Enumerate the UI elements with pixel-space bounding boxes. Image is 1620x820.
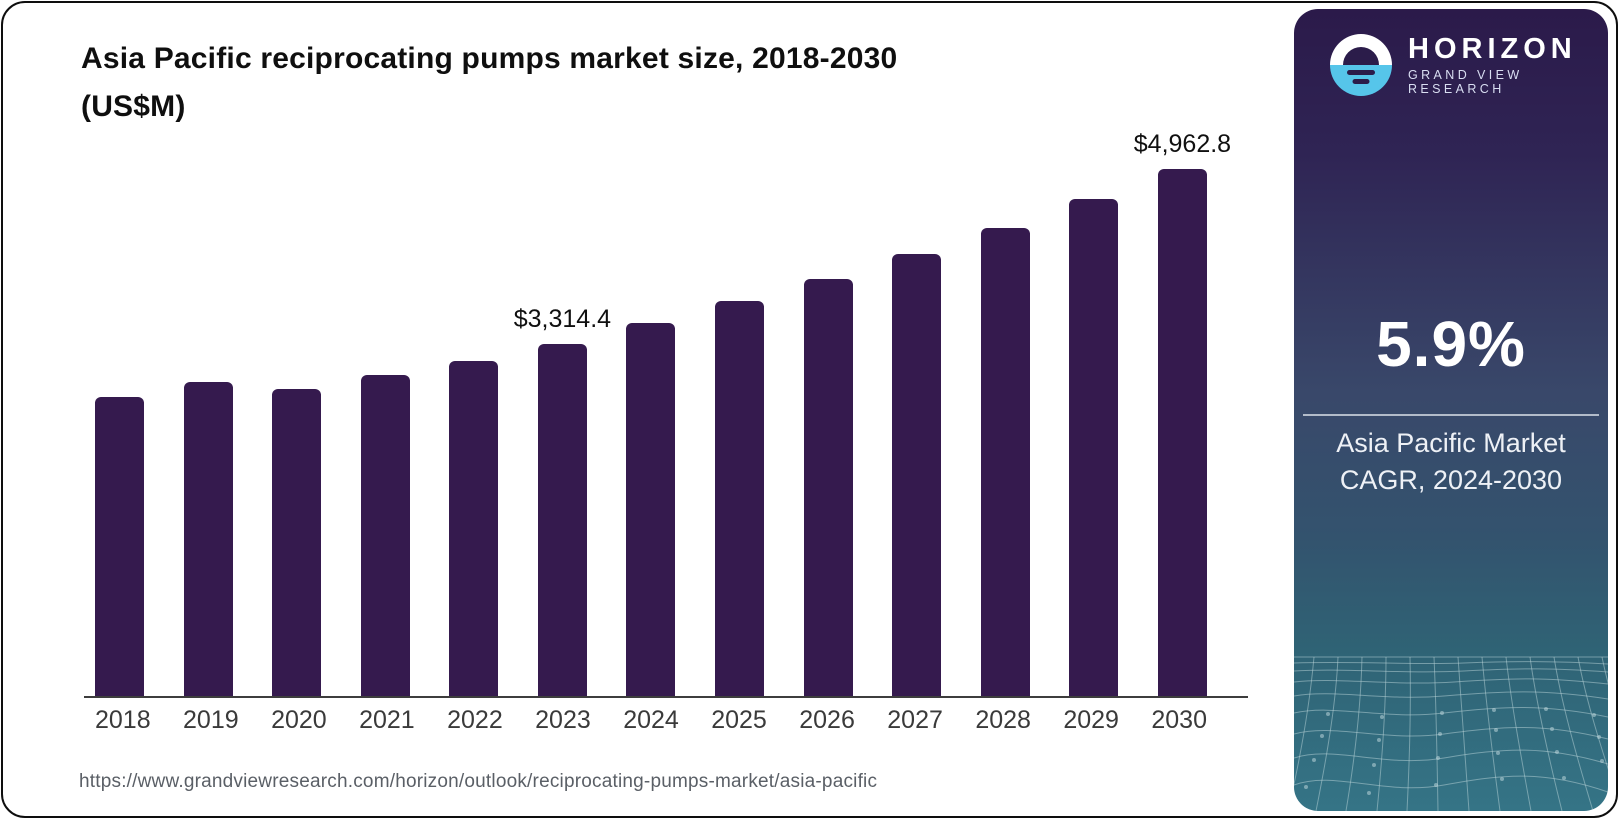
x-tick-label: 2026	[799, 706, 855, 734]
bar-2019	[183, 382, 233, 696]
bar-2020	[272, 389, 322, 696]
bar-2030	[1157, 169, 1207, 696]
x-tick-2028: 2028	[975, 706, 1031, 735]
wireframe-landscape-graphic	[1294, 656, 1608, 811]
chart-title-line2: (US$M)	[81, 90, 186, 123]
x-tick-2025: 2025	[711, 706, 767, 735]
source-url: https://www.grandviewresearch.com/horizo…	[79, 771, 878, 792]
bar-column-2028	[980, 3, 1030, 696]
horizon-logo-icon	[1330, 33, 1392, 96]
x-tick-2027: 2027	[887, 706, 943, 735]
x-tick-label: 2023	[535, 706, 591, 734]
x-tick-label: 2027	[887, 706, 943, 734]
bar-2027	[892, 254, 942, 696]
x-tick-label: 2029	[1063, 706, 1119, 734]
bar-2018	[95, 397, 144, 696]
x-tick-label: 2030	[1151, 706, 1207, 734]
x-tick-label: 2025	[711, 706, 767, 734]
bar-2023	[537, 344, 587, 696]
bar-column-2030: $4,962.8	[1134, 3, 1231, 696]
x-tick-label: 2019	[183, 706, 239, 734]
bar-2025	[715, 301, 765, 696]
caption-line2: CAGR, 2024-2030	[1339, 465, 1563, 495]
bar-column-2019	[183, 3, 233, 696]
value-label-2023: $3,314.4	[513, 305, 612, 333]
bar-chart-plot: $3,314.4 $4,962.8	[95, 3, 1231, 696]
bar-column-2024	[626, 3, 676, 696]
x-tick-2020: 2020	[271, 706, 327, 735]
bar-2024	[626, 323, 676, 696]
x-tick-2021: 2021	[359, 706, 415, 735]
horizon-logo: HORIZON GRAND VIEW RESEARCH	[1330, 33, 1608, 96]
x-tick-label: 2020	[271, 706, 327, 734]
x-tick-2022: 2022	[447, 706, 503, 735]
x-tick-label: 2024	[623, 706, 679, 734]
brand-subtitle: GRAND VIEW RESEARCH	[1408, 68, 1523, 96]
x-tick-2029: 2029	[1063, 706, 1119, 735]
bar-column-2026	[803, 3, 853, 696]
chart-title: Asia Pacific reciprocating pumps market …	[81, 35, 897, 131]
bar-column-2025	[715, 3, 765, 696]
x-tick-2030: 2030	[1151, 706, 1207, 735]
bar-2022	[449, 361, 499, 696]
x-tick-label: 2028	[975, 706, 1031, 734]
cagr-stat-value: 5.9%	[1376, 308, 1526, 380]
x-tick-label: 2022	[447, 706, 503, 734]
bar-column-2029	[1069, 3, 1119, 696]
brand-name: HORIZON	[1408, 33, 1577, 65]
bar-2029	[1069, 199, 1119, 696]
cagr-stat-caption: Asia Pacific Market CAGR, 2024-2030	[1294, 425, 1608, 499]
bar-column-2020	[272, 3, 322, 696]
sidebar-panel: HORIZON GRAND VIEW RESEARCH 5.9% Asia Pa…	[1294, 9, 1608, 811]
reflection-line-icon	[1347, 69, 1375, 75]
value-label-2030: $4,962.8	[1133, 130, 1232, 158]
bar-column-2023: $3,314.4	[514, 3, 611, 696]
sun-dome-icon	[1343, 46, 1379, 65]
x-tick-label: 2021	[359, 706, 415, 734]
x-axis-line	[84, 696, 1248, 698]
stat-divider	[1303, 414, 1599, 416]
bar-2028	[980, 228, 1030, 696]
x-tick-2026: 2026	[799, 706, 855, 735]
x-tick-2019: 2019	[183, 706, 239, 735]
bar-column-2018	[95, 3, 144, 696]
bar-column-2027	[892, 3, 942, 696]
x-tick-2024: 2024	[623, 706, 679, 735]
x-tick-2018: 2018	[95, 706, 151, 735]
caption-line1: Asia Pacific Market	[1336, 428, 1566, 458]
chart-title-line1: Asia Pacific reciprocating pumps market …	[81, 42, 898, 75]
bar-2021	[360, 375, 410, 696]
reflection-line-icon	[1352, 78, 1370, 84]
x-tick-2023: 2023	[535, 706, 591, 735]
x-axis-labels: 2018 2019 2020 2021 2022 2023 2024 2025 2026 2027…	[95, 706, 1207, 735]
logo-text: HORIZON GRAND VIEW RESEARCH	[1408, 33, 1608, 96]
x-tick-label: 2018	[95, 706, 151, 734]
bar-2026	[803, 279, 853, 696]
bar-column-2022	[449, 3, 499, 696]
bar-column-2021	[360, 3, 410, 696]
